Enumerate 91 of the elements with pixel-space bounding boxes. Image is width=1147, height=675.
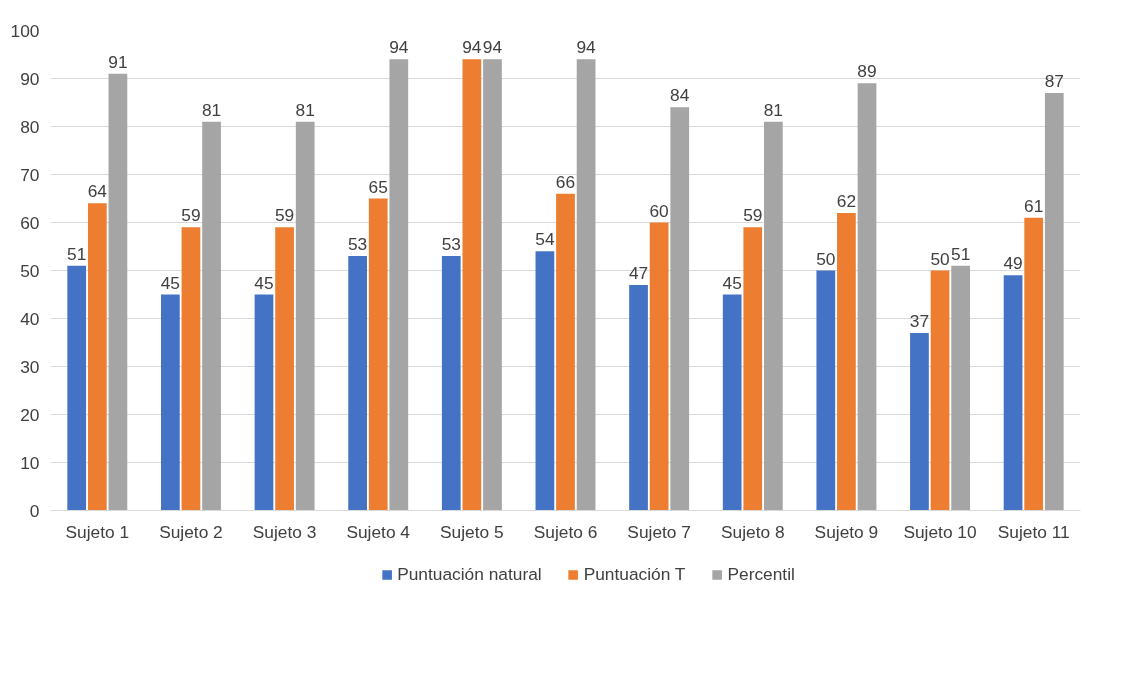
data-label: 61 xyxy=(1024,195,1044,216)
x-tick-label: Sujeto 11 xyxy=(997,521,1070,542)
bar xyxy=(857,83,877,511)
data-label: 84 xyxy=(670,85,690,106)
data-label: 45 xyxy=(722,272,742,293)
data-label: 87 xyxy=(1044,70,1064,91)
data-label: 81 xyxy=(295,99,315,120)
y-tick-label: 70 xyxy=(20,164,40,185)
bar xyxy=(649,222,669,511)
y-tick-label: 30 xyxy=(20,356,40,377)
bar xyxy=(743,227,763,511)
x-tick-label: Sujeto 5 xyxy=(440,521,504,542)
data-label: 94 xyxy=(576,37,597,58)
bar xyxy=(462,59,482,511)
x-tick-label: Sujeto 4 xyxy=(346,521,411,542)
data-label: 51 xyxy=(951,243,971,264)
data-label: 59 xyxy=(181,205,201,226)
data-label: 45 xyxy=(160,272,180,293)
bar xyxy=(1044,92,1064,511)
bar xyxy=(368,198,388,511)
bar xyxy=(1024,217,1044,511)
bar xyxy=(275,227,294,511)
bar xyxy=(108,73,128,511)
bar xyxy=(441,256,461,511)
bar xyxy=(816,270,836,511)
y-tick-label: 90 xyxy=(20,68,40,89)
bar xyxy=(576,59,596,511)
data-label: 49 xyxy=(1003,253,1023,274)
bar xyxy=(837,212,856,511)
data-label: 65 xyxy=(368,176,388,197)
y-tick-label: 10 xyxy=(20,452,40,473)
x-tick-label: Sujeto 9 xyxy=(814,521,879,542)
data-label: 53 xyxy=(441,234,461,255)
data-label: 53 xyxy=(347,234,368,255)
bar xyxy=(764,121,783,511)
data-label: 50 xyxy=(816,248,836,269)
bar xyxy=(67,265,87,511)
y-tick-label: 20 xyxy=(20,404,40,425)
legend-label: Puntuación natural xyxy=(397,563,542,585)
data-label: 45 xyxy=(254,272,274,293)
data-label: 37 xyxy=(909,310,930,331)
bar xyxy=(951,265,971,511)
bar xyxy=(535,251,555,511)
bar xyxy=(910,332,929,511)
x-tick-label: Sujeto 10 xyxy=(903,521,977,542)
bar xyxy=(670,107,690,511)
legend-label: Percentil xyxy=(727,563,795,585)
x-tick-label: Sujeto 2 xyxy=(159,521,223,542)
data-label: 94 xyxy=(389,37,409,58)
bar xyxy=(1003,275,1023,511)
data-label: 81 xyxy=(763,99,784,120)
bar xyxy=(160,294,180,511)
data-label: 47 xyxy=(628,262,649,283)
data-label: 89 xyxy=(857,61,877,82)
data-label: 94 xyxy=(462,37,482,58)
data-label: 91 xyxy=(108,51,128,72)
bar xyxy=(87,203,107,511)
bar xyxy=(930,270,950,511)
bar xyxy=(348,256,367,511)
y-tick-label: 60 xyxy=(20,212,40,233)
data-label: 54 xyxy=(535,229,555,250)
data-label: 60 xyxy=(649,200,669,221)
y-tick-label: 100 xyxy=(10,20,40,41)
bar xyxy=(254,294,274,511)
y-tick-label: 50 xyxy=(20,260,40,281)
x-tick-label: Sujeto 7 xyxy=(627,521,691,542)
bar xyxy=(202,121,221,511)
data-label: 81 xyxy=(201,99,222,120)
data-label: 62 xyxy=(836,190,857,211)
y-tick-label: 0 xyxy=(29,500,40,521)
x-tick-label: Sujeto 3 xyxy=(252,521,317,542)
data-label: 94 xyxy=(482,37,503,58)
data-label: 66 xyxy=(555,171,576,192)
y-tick-label: 40 xyxy=(20,308,40,329)
bar xyxy=(181,227,201,511)
bar xyxy=(483,59,502,511)
bar xyxy=(722,294,742,511)
x-tick-label: Sujeto 6 xyxy=(533,521,598,542)
bar xyxy=(295,121,315,511)
data-label: 64 xyxy=(87,181,108,202)
x-tick-label: Sujeto 1 xyxy=(65,521,130,542)
y-tick-label: 80 xyxy=(20,116,40,137)
data-label: 50 xyxy=(930,248,950,269)
data-label: 59 xyxy=(274,205,295,226)
legend-label: Puntuación T xyxy=(583,563,686,585)
data-label: 59 xyxy=(743,205,763,226)
data-label: 51 xyxy=(67,243,87,264)
bar xyxy=(556,193,575,511)
bar xyxy=(629,284,648,511)
bar xyxy=(389,59,409,511)
x-tick-label: Sujeto 8 xyxy=(720,521,785,542)
